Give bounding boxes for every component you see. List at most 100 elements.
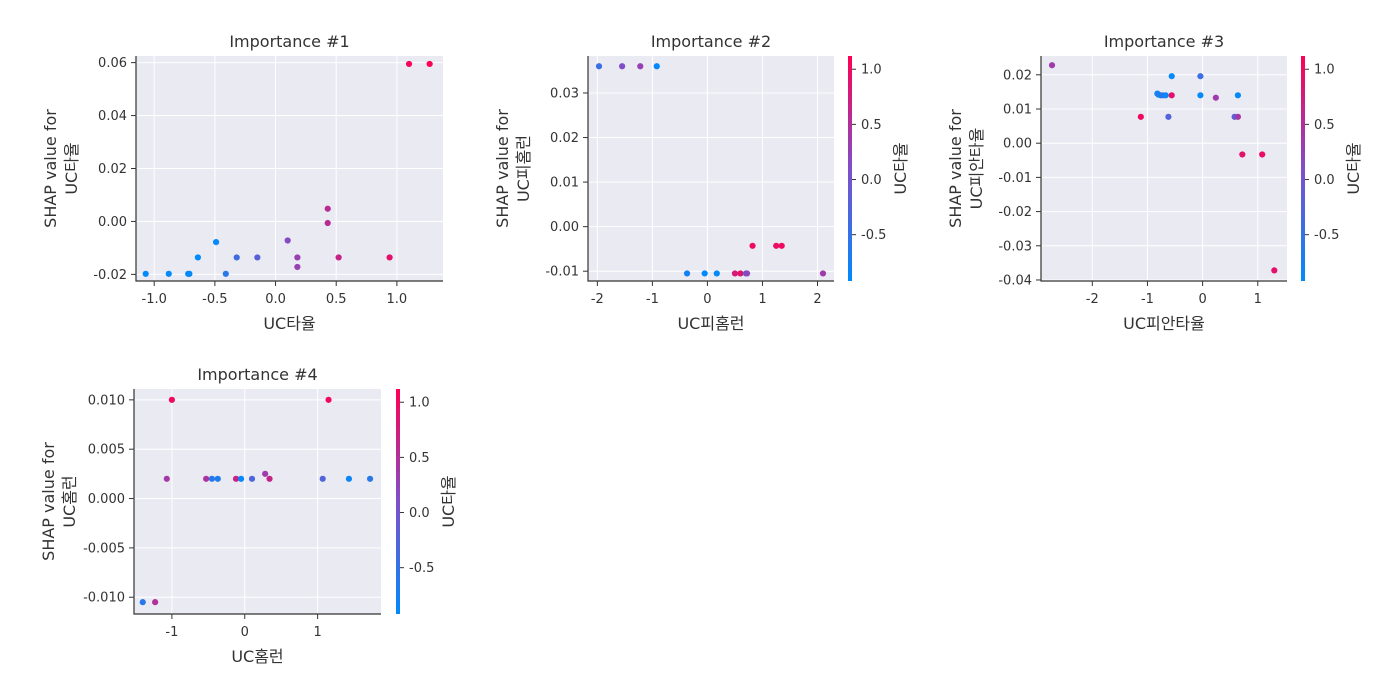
x-tick-label: -2 — [591, 292, 604, 307]
y-tick-label: 0.02 — [1003, 68, 1032, 83]
scatter-point — [233, 254, 240, 261]
colorbar-tick-label: 0.0 — [1314, 173, 1335, 188]
scatter-point — [168, 396, 175, 403]
colorbar-tick-label: 0.0 — [409, 506, 430, 521]
x-axis-label: UC피안타율 — [1123, 314, 1205, 333]
colorbar-tick-label: 0.5 — [861, 118, 882, 133]
x-tick-label: 1.0 — [387, 292, 408, 307]
scatter-point — [743, 270, 751, 277]
y-tick-label: -0.03 — [998, 239, 1032, 254]
x-tick-label: 2 — [813, 292, 821, 307]
scatter-point — [1048, 62, 1056, 69]
y-axis-label: SHAP value for UC타율 — [41, 109, 81, 228]
y-axis-label-line: UC피홈런 — [514, 135, 533, 202]
y-axis-label-line: SHAP value for — [41, 109, 60, 228]
scatter-point — [208, 475, 216, 482]
x-axis-label: UC타율 — [263, 314, 315, 333]
y-axis-label-line: UC홈런 — [60, 475, 79, 527]
y-tick-label: 0.02 — [98, 162, 127, 177]
y-tick-label: 0.02 — [550, 131, 579, 146]
scatter-point — [701, 270, 708, 277]
scatter-point — [1165, 113, 1172, 120]
y-tick-label: -0.005 — [83, 541, 125, 556]
colorbar-tick-label: 0.0 — [861, 173, 882, 188]
x-axis-label: UC피홈런 — [677, 314, 744, 333]
y-tick-label: -0.01 — [998, 171, 1032, 186]
plot-area — [134, 389, 381, 614]
scatter-point — [238, 475, 245, 482]
scatter-point — [325, 396, 332, 403]
scatter-point — [203, 475, 210, 482]
scatter-point — [773, 242, 780, 249]
scatter-point — [1234, 92, 1242, 99]
x-tick-label: -1 — [165, 625, 178, 640]
scatter-point — [1271, 267, 1278, 274]
axis-spines — [587, 56, 834, 282]
y-tick-label: 0.00 — [1003, 137, 1032, 152]
x-tick-label: 0 — [703, 292, 711, 307]
scatter-point — [165, 270, 172, 277]
x-tick-label: 0 — [241, 625, 249, 640]
scatter-point — [294, 254, 301, 261]
y-axis-label-line: UC타율 — [62, 142, 81, 194]
scatter-point — [163, 475, 170, 482]
y-tick-label: 0.01 — [550, 176, 579, 191]
colorbar-label: UC타율 — [439, 475, 458, 527]
scatter-point — [713, 270, 720, 277]
scatter-point — [248, 475, 256, 482]
y-axis-label-line: UC피안타율 — [967, 128, 986, 210]
scatter-point — [1197, 73, 1204, 80]
chart-title: Importance #2 — [651, 32, 771, 51]
x-tick-label: -1 — [646, 292, 659, 307]
colorbar-tick-label: -0.5 — [1314, 228, 1339, 243]
y-tick-label: -0.02 — [998, 205, 1032, 220]
y-axis-label-line: SHAP value for — [946, 109, 965, 228]
x-tick-label: -2 — [1086, 292, 1099, 307]
scatter-point — [366, 475, 374, 482]
colorbar-tick-label: 0.5 — [1314, 118, 1335, 133]
scatter-point — [1259, 151, 1266, 158]
colorbar-tick-label: -0.5 — [861, 228, 886, 243]
plot-area — [588, 56, 834, 281]
x-tick-label: -1.0 — [142, 292, 167, 307]
scatter-point — [737, 270, 744, 277]
scatter-point — [778, 242, 785, 249]
scatter-panel-3: -2 -1 0 1 -0.04 -0.03 -0.02 -0.01 0.00 0.01 0.02 Im… — [946, 32, 1363, 333]
y-tick-label: 0.00 — [98, 215, 127, 230]
scatter-point — [262, 470, 269, 477]
scatter-point — [345, 475, 353, 482]
scatter-point — [335, 254, 342, 261]
y-tick-label: -0.01 — [545, 265, 579, 280]
colorbar-tick-label: 0.5 — [409, 451, 430, 466]
axis-spines — [135, 56, 443, 282]
scatter-point — [324, 219, 331, 227]
scatter-point — [319, 475, 326, 482]
scatter-point — [653, 63, 660, 70]
scatter-point — [266, 475, 273, 482]
scatter-point — [1168, 73, 1175, 80]
chart-title: Importance #4 — [197, 365, 317, 384]
scatter-point — [405, 60, 413, 68]
scatter-point — [1137, 113, 1144, 120]
y-axis-label: SHAP value for UC피홈런 — [493, 109, 533, 228]
scatter-point — [1162, 92, 1169, 99]
scatter-point — [1168, 92, 1175, 99]
scatter-panel-4: -1 0 1 -0.010 -0.005 0.000 0.005 0.010 Importanc… — [39, 365, 458, 666]
scatter-point — [619, 63, 626, 70]
axis-spines — [133, 389, 381, 615]
scatter-point — [139, 599, 146, 606]
y-tick-label: -0.02 — [93, 268, 127, 283]
y-tick-label: -0.04 — [998, 273, 1032, 288]
scatter-point — [386, 254, 393, 261]
scatter-point — [212, 238, 220, 246]
colorbar — [396, 389, 400, 614]
x-tick-label: -0.5 — [202, 292, 227, 307]
scatter-point — [284, 237, 291, 244]
x-axis-label: UC홈런 — [231, 647, 283, 666]
scatter-point — [152, 599, 159, 606]
plot-area — [1041, 56, 1287, 281]
scatter-point — [637, 63, 644, 70]
y-axis-label-line: SHAP value for — [39, 442, 58, 561]
scatter-point — [194, 254, 201, 261]
